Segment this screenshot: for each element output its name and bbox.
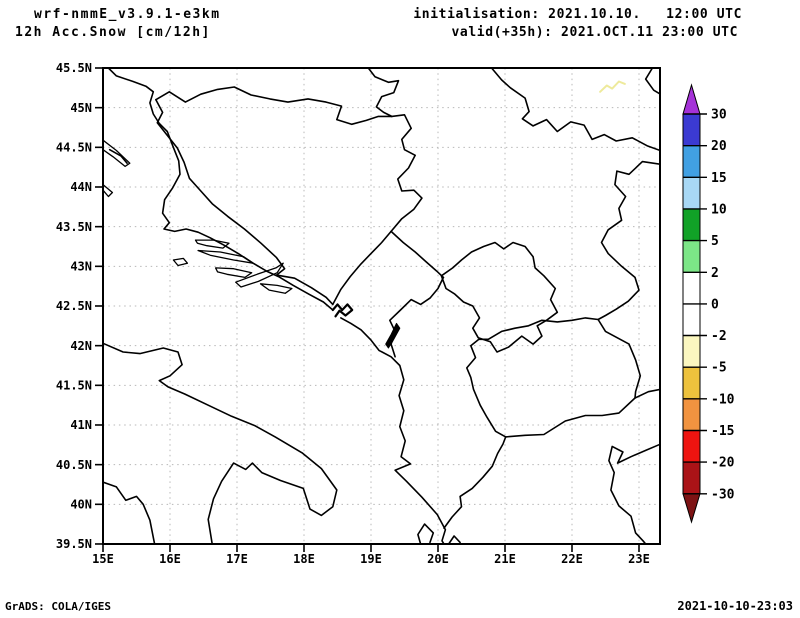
- axes: 45.5N 45N 44.5N 44N 43.5N 43N 42.5N 42N 41.5N 41N…: [56, 61, 650, 566]
- colorbar-segment: [683, 114, 700, 146]
- colorbar-tick-label: 2: [711, 266, 719, 281]
- colorbar-tick-label: 0: [711, 297, 719, 312]
- bosnia-montenegro-border: [331, 230, 392, 306]
- lon-tick-label: 16E: [159, 552, 181, 566]
- colorbar-segment: [683, 208, 700, 241]
- adriatic-coast-north: [107, 68, 334, 311]
- lat-tick-label: 45N: [70, 101, 92, 115]
- lon-tick-label: 23E: [628, 552, 650, 566]
- lon-tick-label: 18E: [293, 552, 315, 566]
- colorbar-segment: [683, 398, 700, 431]
- colorbar-segment: [683, 367, 700, 399]
- lat-tick-label: 43N: [70, 260, 92, 274]
- peljesac-peninsula: [235, 262, 284, 288]
- mljet-island: [259, 283, 293, 294]
- colorbar-segment: [683, 240, 700, 273]
- colorbar-arrow-bottom: [682, 493, 701, 524]
- montenegro-albania-border: [388, 276, 445, 358]
- pag-fork: [108, 148, 128, 164]
- colorbar-tick-label: 5: [711, 234, 719, 249]
- korcula-island: [214, 267, 253, 279]
- lat-tick-label: 39.5N: [56, 537, 92, 551]
- croatia-serbia-border: [367, 68, 400, 118]
- lat-tick-label: 41.5N: [56, 379, 92, 393]
- vis-island: [172, 257, 189, 267]
- lon-tick-label: 21E: [494, 552, 516, 566]
- greece-coast-se: [608, 443, 660, 544]
- colorbar-segment: [683, 145, 700, 178]
- colorbar-segment: [683, 335, 700, 368]
- lon-tick-label: 17E: [226, 552, 248, 566]
- kosovo-border: [440, 241, 559, 353]
- creation-timestamp: 2021-10-10-23:03: [677, 599, 793, 613]
- colorbar-segment: [683, 272, 700, 304]
- colorbar-arrow-top: [682, 83, 701, 115]
- north-macedonia-border: [465, 317, 642, 438]
- lat-tick-label: 40N: [70, 498, 92, 512]
- hvar-island: [197, 249, 254, 264]
- serbia-bulgaria-border: [597, 160, 660, 321]
- dugi-island: [103, 183, 114, 198]
- lat-tick-label: 45.5N: [56, 61, 92, 75]
- colorbar-tick-label: -2: [711, 329, 727, 344]
- epirus-coast-bit: [447, 535, 461, 544]
- lat-tick-label: 44N: [70, 180, 92, 194]
- lat-tick-label: 41N: [70, 418, 92, 432]
- colorbar-tick-label: -5: [711, 361, 727, 376]
- grads-credit: GrADS: COLA/IGES: [5, 600, 111, 613]
- colorbar-segment: [683, 462, 700, 494]
- drina-border: [390, 114, 423, 233]
- colorbar-tick-label: 10: [711, 202, 727, 217]
- lon-tick-label: 20E: [427, 552, 449, 566]
- lon-tick-label: 19E: [360, 552, 382, 566]
- colorbar-segment: [683, 177, 700, 209]
- italy-adriatic-coast: [103, 342, 338, 544]
- colorbar-tick-label: 15: [711, 171, 727, 186]
- snow-contour: [599, 80, 626, 93]
- field-title: 12h Acc.Snow [cm/12h]: [15, 25, 211, 40]
- colorbar-segment: [683, 303, 700, 336]
- calabria-coast: [103, 481, 156, 544]
- model-title: wrf-nmmE_v3.9.1-e3km: [34, 7, 221, 22]
- croatia-bosnia-border-n: [155, 86, 393, 126]
- map-geography: [103, 68, 660, 544]
- grid-lines: [103, 68, 660, 544]
- valid-time: valid(+35h): 2021.OCT.11 23:00 UTC: [451, 25, 738, 40]
- corfu-island: [417, 523, 435, 544]
- lon-tick-label: 22E: [561, 552, 583, 566]
- colorbar-segment: [683, 430, 700, 463]
- lat-tick-label: 42.5N: [56, 299, 92, 313]
- adriatic-coast-south: [340, 317, 447, 544]
- colorbar-tick-label: -30: [711, 487, 735, 502]
- colorbar-tick-label: -10: [711, 392, 735, 407]
- colorbar-tick-label: -15: [711, 424, 734, 439]
- danube-serbia-romania: [490, 68, 660, 152]
- lon-tick-label: 15E: [92, 552, 114, 566]
- colorbar-tick-label: 20: [711, 139, 727, 154]
- lat-tick-label: 43.5N: [56, 220, 92, 234]
- lat-tick-label: 40.5N: [56, 458, 92, 472]
- plot-frame: [102, 67, 661, 545]
- croatia-bosnia-border-w: [155, 98, 334, 306]
- albania-greece-border: [443, 436, 507, 529]
- ne-corner-border: [644, 68, 660, 95]
- lat-tick-label: 44.5N: [56, 141, 92, 155]
- pag-island: [103, 139, 131, 168]
- initialisation-time: initialisation: 2021.10.10. 12:00 UTC: [413, 7, 742, 22]
- lake-scutari: [385, 322, 401, 349]
- colorbar-tick-label: 30: [711, 108, 727, 123]
- brac-island: [194, 239, 230, 249]
- colorbar-tick-label: -20: [711, 456, 735, 471]
- kotor-bay-coast: [331, 303, 354, 318]
- montenegro-serbia-border: [390, 230, 445, 279]
- lat-tick-label: 42N: [70, 339, 92, 353]
